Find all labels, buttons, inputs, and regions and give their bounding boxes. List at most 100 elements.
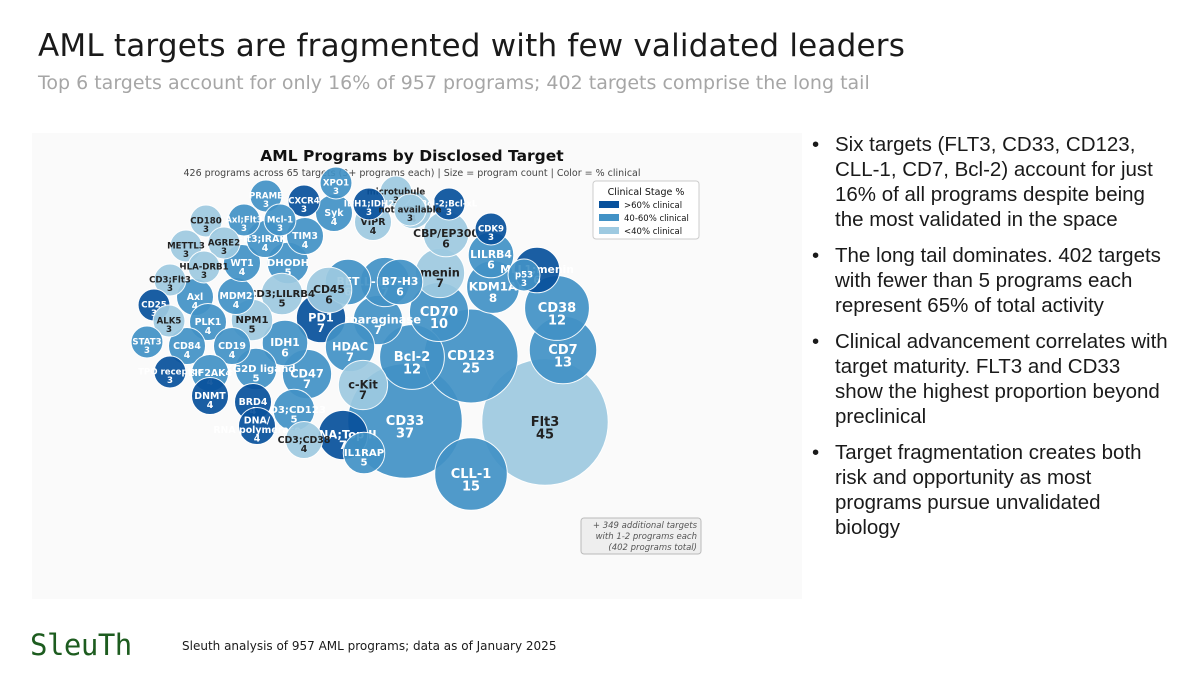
bubble-group: Flt345CD3337CD12325CLL-115CD713CD3812Bcl… <box>130 166 609 511</box>
bubble-value-axl: 4 <box>192 301 199 312</box>
bubble-p53 <box>507 258 541 292</box>
bubble-label-cd47: CD47 <box>290 366 324 380</box>
page-title: AML targets are fragmented with few vali… <box>38 28 906 64</box>
bubble-value-p53: 3 <box>521 279 527 289</box>
bubble-label-bcl-2: Bcl-2 <box>394 350 431 365</box>
bubble-value-c-kit: 7 <box>359 388 367 402</box>
bubble-value-plk1: 4 <box>205 326 212 337</box>
bubble-label-cd38: CD38 <box>538 301 576 316</box>
bubble-label-cd3-cd123: CD3;CD123 <box>262 405 326 416</box>
bubble-tim3 <box>286 217 324 255</box>
bubble-label-p53: p53 <box>515 271 533 281</box>
bubble-label-prame: PRAME <box>249 192 283 202</box>
bubble-agre2 <box>207 226 241 260</box>
bubble-label-dhodh: DHODH <box>267 258 309 269</box>
bubble-label-idh1-idh2: IDH1;IDH2 <box>344 200 394 210</box>
bubble-value-pd1: 7 <box>317 321 325 335</box>
bubble-axl-flt3 <box>227 203 261 237</box>
bullet-item: The long tail dominates. 402 targets wit… <box>810 243 1170 318</box>
legend-label-mid: 40-60% clinical <box>624 214 689 224</box>
bubble-idh1 <box>261 319 309 367</box>
key-takeaways-list: Six targets (FLT3, CD33, CD123, CLL-1, C… <box>810 132 1170 551</box>
bubble-c-kit <box>337 359 389 411</box>
bubble-label-mettl3: METTL3 <box>167 242 205 252</box>
bubble-stat3 <box>130 325 164 359</box>
bubble-cxcr4 <box>287 184 321 218</box>
bubble-value-cd45: 6 <box>325 293 333 306</box>
bubble-value-cd19: 4 <box>229 350 236 361</box>
bubble-label-cd3-cd38: CD3;CD38 <box>278 435 331 446</box>
bubble-value-axl-flt3: 3 <box>241 224 247 234</box>
bubble-cd3-lilrb4 <box>260 272 304 316</box>
bubble-value-cd38: 12 <box>548 313 566 328</box>
bubble-label-cd45: CD45 <box>313 283 345 296</box>
legend-swatch-high <box>599 201 619 208</box>
bubble-value-cd123: 25 <box>462 361 480 376</box>
bubble-value-not-available: 3 <box>407 214 413 224</box>
bubble-value-bcl-2: 12 <box>403 362 421 377</box>
bubble-label-agre2: AGRE2 <box>208 239 240 249</box>
bubble-label-mdm2: MDM2 <box>219 291 252 302</box>
bubble-value-hdac: 7 <box>346 350 354 364</box>
source-note: Sleuth analysis of 957 AML programs; dat… <box>182 639 557 653</box>
bubble-label-lilrb4: LILRB4 <box>470 248 512 261</box>
bubble-xpo1 <box>319 166 353 200</box>
long-tail-annotation: + 349 additional targets with 1-2 progra… <box>580 517 702 555</box>
bubble-value-kdm1a: 8 <box>489 291 497 305</box>
bubble-label-cd33: CD33 <box>386 414 424 429</box>
bubble-cd3-flt3 <box>153 263 187 297</box>
bubble-value-bcl-2-bcl-xl: 3 <box>446 208 452 218</box>
annotation-line-3: (402 programs total) <box>608 543 697 553</box>
bubble-value-dna-rna-polymerase: 4 <box>254 434 261 445</box>
bubble-value-tim3: 4 <box>302 240 309 251</box>
bubble-label-tim3: TIM3 <box>292 231 318 242</box>
bubble-not-available <box>393 193 427 227</box>
bubble-label-microtubule: microtubule <box>367 188 426 198</box>
legend-swatch-mid <box>599 214 619 221</box>
bubble-value-asparaginase: 7 <box>374 323 382 337</box>
bubble-value-flt3: 45 <box>536 427 554 442</box>
bullet-item: Clinical advancement correlates with tar… <box>810 329 1170 429</box>
bubble-label-cll-1: CLL-1 <box>451 467 492 482</box>
bubble-label-hdac: HDAC <box>332 339 368 353</box>
bubble-label-cd123: CD123 <box>447 349 494 364</box>
bubble-cd19 <box>213 327 251 365</box>
bubble-value-mcl-1: 3 <box>277 224 283 234</box>
bullet-item: Target fragmentation creates both risk a… <box>810 440 1170 540</box>
bubble-value-xpo1: 3 <box>333 187 339 197</box>
bubble-label-wt1: WT1 <box>230 258 253 269</box>
bubble-label-cdk9: CDK9 <box>478 225 504 235</box>
bubble-label-cd3-lilrb4: CD3;LILRB4 <box>249 289 315 300</box>
bubble-value-cdk9: 3 <box>488 233 494 243</box>
bubble-value-agre2: 3 <box>221 247 227 257</box>
bubble-value-lilrb4: 6 <box>487 258 495 271</box>
bubble-label-eif2ak4: EIF2AK4 <box>188 368 232 379</box>
bubble-label-axl-flt3: Axl;Flt3 <box>225 216 263 226</box>
bubble-mcl-1 <box>263 203 297 237</box>
bubble-b7-h3 <box>376 258 424 306</box>
bubble-label-npm1: NPM1 <box>235 315 268 326</box>
bubble-value-hla-drb1: 3 <box>201 271 207 281</box>
bubble-value-syk: 4 <box>331 217 338 228</box>
bubble-label-plk1: PLK1 <box>195 317 222 328</box>
bubble-value-mdm2: 4 <box>233 300 240 311</box>
bubble-hla-drb1 <box>187 250 221 284</box>
chart-legend: Clinical Stage % >60% clinical 40-60% cl… <box>592 180 700 240</box>
bubble-value-il1rap: 5 <box>360 458 367 469</box>
bubble-dnmt <box>191 377 229 415</box>
bubble-label-flt3-irak4: Flt3;IRAK4 <box>237 234 294 245</box>
bubble-value-cd3-cd123: 5 <box>290 415 297 426</box>
bubble-bcl-2-bcl-xl <box>432 187 466 221</box>
bubble-label-idh1: IDH1 <box>270 336 299 349</box>
bubble-cd84 <box>168 327 206 365</box>
bubble-value-prame: 3 <box>263 200 269 210</box>
bubble-value-cd3-cd38: 4 <box>301 444 308 455</box>
bubble-label-il1rap: IL1RAP <box>344 448 384 459</box>
chart-subtitle: 426 programs across 65 targets (3+ progr… <box>183 168 640 179</box>
bubble-value-vipr: 4 <box>370 226 377 237</box>
bubble-value-cd25: 3 <box>151 309 157 319</box>
bubble-label-cd84: CD84 <box>173 341 201 352</box>
bubble-value-idh1: 6 <box>281 346 289 359</box>
bubble-value-cd84: 4 <box>184 350 191 361</box>
annotation-box <box>580 517 702 555</box>
